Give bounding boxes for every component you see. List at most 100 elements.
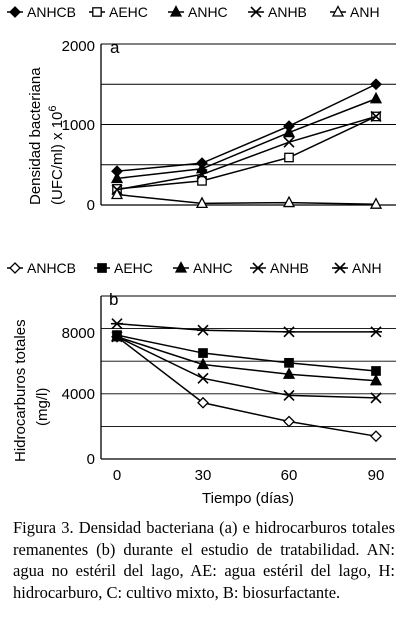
y-tick-b-0: 0 <box>87 451 95 468</box>
legend-marker-anhc <box>169 5 183 17</box>
point-aehc-30 <box>198 348 208 358</box>
series-aehc <box>112 330 381 376</box>
series-anhb <box>111 331 382 404</box>
grid-panel-a <box>101 43 396 166</box>
y-tick-a-2000: 2000 <box>62 38 95 55</box>
legend-label-anhc: ANHC <box>188 4 228 20</box>
x-tick-b-60: 60 <box>281 467 298 484</box>
legend-panel-b: ANHCB AEHC ANHC ANHB ANH <box>7 260 382 276</box>
y-axis-label-b-line2: (mg/l) <box>34 388 51 426</box>
point-anhcb-90 <box>370 78 382 91</box>
y-axis-label-b-line1: Hidrocarburos totales <box>12 319 29 462</box>
point-anhb-0 <box>111 331 123 343</box>
series-line-anhc <box>116 336 377 382</box>
legend-marker-anhc <box>174 261 188 273</box>
point-anhb-60 <box>283 136 295 148</box>
series-line-anhcb <box>116 336 377 437</box>
y-tick-a-1000: 1000 <box>62 117 95 134</box>
point-anh-30 <box>195 196 209 209</box>
x-tick-b-0: 0 <box>113 467 121 484</box>
point-anhb-60 <box>283 389 295 401</box>
plot-area-panel-b <box>110 318 383 443</box>
legend-item-anhc: ANHC <box>168 4 228 20</box>
legend-marker-anhb <box>252 262 264 274</box>
y-tick-a-0: 0 <box>87 197 95 214</box>
panel-a-label: a <box>110 38 120 57</box>
series-line-anhb <box>116 115 377 191</box>
series-anhcb <box>111 330 382 443</box>
legend-label-anh: ANH <box>352 260 382 276</box>
point-anhb-30 <box>196 168 208 180</box>
legend-item-aehc: AEHC <box>89 4 148 20</box>
point-anh-60 <box>282 195 296 208</box>
x-tick-b-30: 30 <box>195 467 212 484</box>
legend-marker-anhcb <box>9 262 21 274</box>
series-anh <box>111 318 382 338</box>
legend-marker-anh <box>334 262 346 274</box>
series-anhb <box>111 110 382 196</box>
point-anhb-30 <box>197 372 209 384</box>
y-tick-b-4000: 4000 <box>62 386 95 403</box>
grid-panel-b <box>101 295 396 427</box>
point-anh-0 <box>110 187 124 200</box>
series-line-anhc <box>116 98 377 180</box>
point-anhc-0 <box>110 171 124 184</box>
point-anhb-90 <box>370 392 382 404</box>
series-line-anhcb <box>116 83 377 172</box>
x-axis-label-b: Tiempo (días) <box>202 490 294 507</box>
point-anhc-60 <box>282 367 296 379</box>
legend-item-anh: ANH <box>332 260 382 276</box>
series-line-anhb <box>116 336 377 399</box>
point-anh-0 <box>111 318 123 330</box>
legend-label-anh: ANH <box>350 4 380 20</box>
y-axis-label-a-line2: (UFC/ml) x 10 <box>49 112 66 205</box>
legend-label-anhcb: ANHCB <box>27 260 76 276</box>
series-line-aehc <box>116 115 377 190</box>
legend-label-anhc: ANHC <box>193 260 233 276</box>
plot-area-panel-a <box>110 78 383 209</box>
legend-marker-anhcb <box>9 6 21 18</box>
legend-marker-anhb <box>250 6 262 18</box>
series-line-aehc <box>116 334 377 372</box>
point-aehc-30 <box>197 175 207 186</box>
legend-label-aehc: AEHC <box>114 260 153 276</box>
legend-marker-anh <box>331 5 345 17</box>
series-anhc <box>110 91 383 184</box>
legend-label-anhb: ANHB <box>268 4 307 20</box>
y-axis-label-a-line1: Densidad bacteriana <box>27 67 44 205</box>
y-axis-label-a-exp: 6 <box>47 106 59 112</box>
point-anhb-90 <box>370 110 382 123</box>
x-ticks-panel-b: 0 30 60 90 <box>113 467 385 484</box>
point-anh-90 <box>370 326 382 338</box>
point-aehc-60 <box>284 357 294 368</box>
point-anhc-30 <box>196 357 210 370</box>
series-line-anh <box>116 193 377 205</box>
point-anhc-90 <box>369 91 383 104</box>
y-tick-b-8000: 8000 <box>62 325 95 342</box>
legend-label-anhcb: ANHCB <box>27 4 76 20</box>
legend-marker-aehc <box>97 263 107 273</box>
figure-canvas: ANHCB AEHC ANHC ANHB ANH a 2000 1000 0 Densi… <box>7 4 396 507</box>
legend-label-anhb: ANHB <box>270 260 309 276</box>
legend-item-anhcb: ANHCB <box>7 4 76 20</box>
point-anhc-90 <box>369 373 383 386</box>
legend-item-anhb: ANHB <box>250 260 309 276</box>
legend-item-anhc: ANHC <box>173 260 233 276</box>
point-anh-90 <box>369 197 383 209</box>
panel-b-label: b <box>109 290 118 309</box>
point-anhc-60 <box>282 125 296 138</box>
legend-panel-a: ANHCB AEHC ANHC ANHB ANH <box>7 4 380 20</box>
point-aehc-60 <box>284 152 294 163</box>
x-tick-b-90: 90 <box>368 467 385 484</box>
legend-marker-aehc <box>92 7 102 17</box>
legend-item-anhb: ANHB <box>248 4 307 20</box>
point-anh-60 <box>283 326 295 338</box>
legend-label-aehc: AEHC <box>109 4 148 20</box>
legend-item-aehc: AEHC <box>94 260 153 276</box>
point-anh-30 <box>197 324 209 336</box>
y-axis-label-a: Densidad bacteriana (UFC/ml) x 106 <box>27 67 66 205</box>
legend-item-anhcb: ANHCB <box>7 260 76 276</box>
point-anhcb-60 <box>283 415 295 428</box>
series-line-anh <box>116 322 376 333</box>
point-anhcb-90 <box>370 430 382 443</box>
